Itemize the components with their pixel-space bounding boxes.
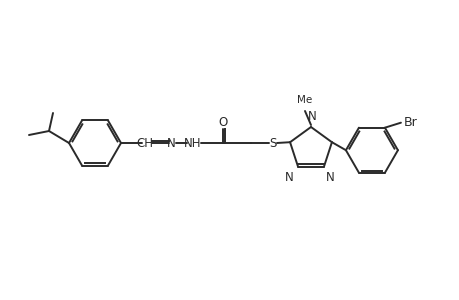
Text: Br: Br [403,116,417,129]
Text: N: N [307,110,316,123]
Text: N: N [325,171,334,184]
Text: N: N [285,171,293,184]
Text: O: O [218,116,227,128]
Text: N: N [166,136,175,149]
Text: NH: NH [184,136,202,149]
Text: CH: CH [136,136,153,149]
Text: Me: Me [297,95,312,105]
Text: S: S [269,136,276,149]
